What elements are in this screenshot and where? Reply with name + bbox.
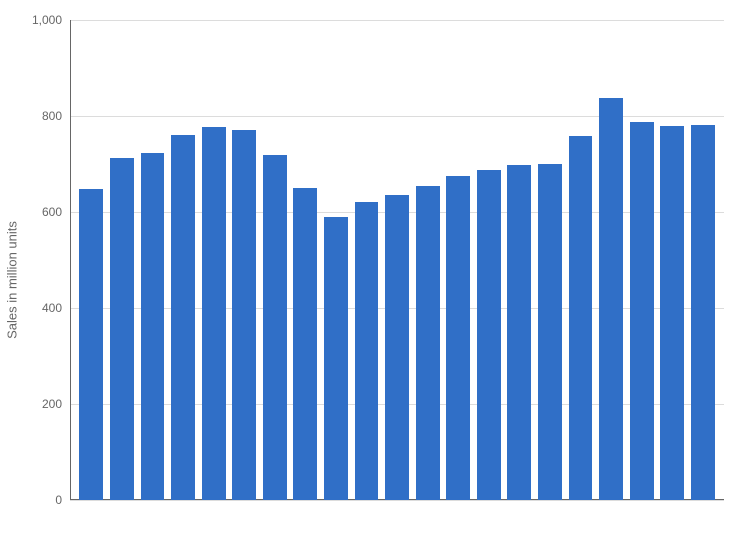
bar [232, 130, 256, 500]
bar [385, 195, 409, 500]
bar [477, 170, 501, 500]
bar [171, 135, 195, 500]
y-tick-label: 400 [42, 301, 62, 315]
bar [202, 127, 226, 500]
bar-slot [107, 20, 138, 500]
gridline [70, 500, 724, 501]
bar [507, 165, 531, 500]
y-tick-label: 0 [55, 493, 62, 507]
bar-slot [382, 20, 413, 500]
bar-slot [565, 20, 596, 500]
bar-slot [290, 20, 321, 500]
y-tick-label: 200 [42, 397, 62, 411]
bar-slot [535, 20, 566, 500]
bar-slot [229, 20, 260, 500]
bar-slot [168, 20, 199, 500]
bar [446, 176, 470, 500]
y-tick-label: 1,000 [32, 13, 62, 27]
bar-slot [596, 20, 627, 500]
bar-slot [626, 20, 657, 500]
bar [324, 217, 348, 500]
bar [293, 188, 317, 500]
bar [630, 122, 654, 500]
y-tick-label: 800 [42, 109, 62, 123]
bar [79, 189, 103, 500]
bar-slot [412, 20, 443, 500]
bar [569, 136, 593, 500]
bar [599, 98, 623, 500]
bar-slot [76, 20, 107, 500]
bar [110, 158, 134, 500]
bar-slot [351, 20, 382, 500]
bar [538, 164, 562, 500]
bar [691, 125, 715, 500]
bar [263, 155, 287, 500]
bar [355, 202, 379, 500]
bar-slot [474, 20, 505, 500]
bar-slot [688, 20, 719, 500]
bar-slot [137, 20, 168, 500]
plot-area: 02004006008001,000 [70, 20, 724, 500]
bar-slot [321, 20, 352, 500]
y-tick-label: 600 [42, 205, 62, 219]
bar-slot [504, 20, 535, 500]
bar-slot [657, 20, 688, 500]
bar-slot [198, 20, 229, 500]
bar-slot [259, 20, 290, 500]
bar [660, 126, 684, 500]
bar-slot [443, 20, 474, 500]
chart-container: 02004006008001,000 [70, 20, 724, 500]
bar [141, 153, 165, 500]
bar [416, 186, 440, 500]
bars-container [70, 20, 724, 500]
y-axis-label: Sales in million units [5, 221, 20, 339]
